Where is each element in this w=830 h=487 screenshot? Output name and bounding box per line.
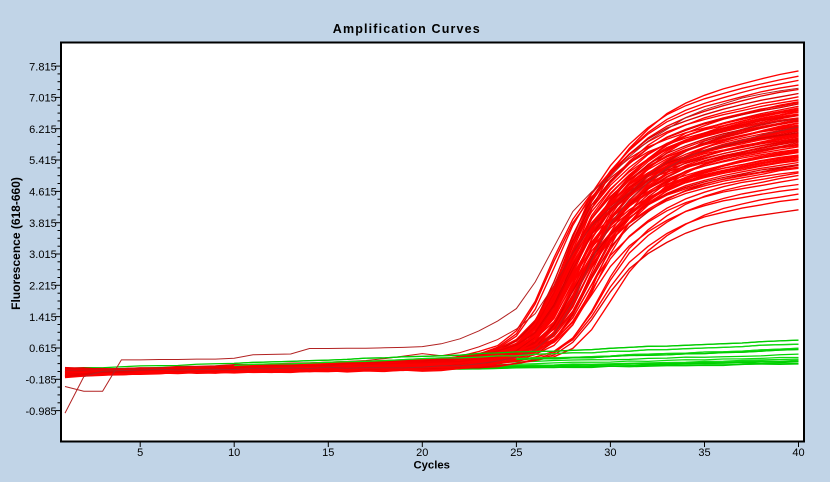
svg-text:30: 30 — [604, 447, 616, 459]
svg-text:5: 5 — [137, 447, 143, 459]
svg-text:-0.985: -0.985 — [25, 406, 56, 418]
svg-text:35: 35 — [698, 447, 710, 459]
svg-text:Amplification Curves: Amplification Curves — [333, 22, 481, 36]
svg-text:7.015: 7.015 — [29, 93, 57, 105]
svg-text:6.215: 6.215 — [29, 124, 57, 136]
svg-text:20: 20 — [416, 447, 428, 459]
svg-text:25: 25 — [510, 447, 522, 459]
svg-text:Fluorescence (618-660): Fluorescence (618-660) — [9, 177, 23, 310]
svg-text:Cycles: Cycles — [413, 460, 449, 472]
svg-text:1.415: 1.415 — [29, 312, 57, 324]
svg-text:15: 15 — [322, 447, 334, 459]
svg-text:5.415: 5.415 — [29, 155, 57, 167]
svg-text:0.615: 0.615 — [29, 343, 57, 355]
svg-text:10: 10 — [228, 447, 240, 459]
svg-text:-0.185: -0.185 — [25, 375, 56, 387]
svg-text:40: 40 — [792, 447, 804, 459]
svg-text:2.215: 2.215 — [29, 281, 57, 293]
svg-text:4.615: 4.615 — [29, 187, 57, 199]
svg-text:3.815: 3.815 — [29, 218, 57, 230]
svg-text:3.015: 3.015 — [29, 249, 57, 261]
svg-text:7.815: 7.815 — [29, 61, 57, 73]
